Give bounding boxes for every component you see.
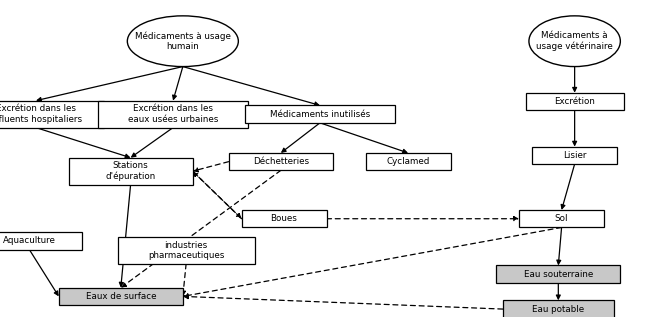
FancyBboxPatch shape <box>366 153 451 171</box>
FancyBboxPatch shape <box>0 101 104 127</box>
FancyBboxPatch shape <box>0 232 82 250</box>
Text: industries
pharmaceutiques: industries pharmaceutiques <box>148 241 224 260</box>
Text: Sol: Sol <box>555 214 568 223</box>
Text: Lisier: Lisier <box>563 151 586 160</box>
Text: Médicaments à usage
humain: Médicaments à usage humain <box>135 31 231 51</box>
Text: Médicaments inutilisés: Médicaments inutilisés <box>270 110 370 119</box>
Text: Boues: Boues <box>270 214 298 223</box>
FancyBboxPatch shape <box>98 101 248 127</box>
FancyBboxPatch shape <box>526 93 624 110</box>
Text: Déchetteries: Déchetteries <box>253 157 309 166</box>
Text: Excrétion dans les
eaux usées urbaines: Excrétion dans les eaux usées urbaines <box>128 104 218 124</box>
Text: Eau souterraine: Eau souterraine <box>524 270 593 279</box>
FancyBboxPatch shape <box>59 288 183 305</box>
FancyBboxPatch shape <box>69 158 193 184</box>
FancyBboxPatch shape <box>519 210 604 228</box>
Text: Cyclamed: Cyclamed <box>387 157 430 166</box>
FancyBboxPatch shape <box>496 266 620 283</box>
FancyBboxPatch shape <box>118 237 255 264</box>
FancyBboxPatch shape <box>245 105 395 123</box>
FancyBboxPatch shape <box>503 301 614 317</box>
FancyBboxPatch shape <box>229 153 333 171</box>
Ellipse shape <box>529 16 620 67</box>
Text: Excrétion: Excrétion <box>554 97 595 106</box>
Text: Stations
d'épuration: Stations d'épuration <box>106 161 155 181</box>
Text: Excrétion dans les
effluents hospitaliers: Excrétion dans les effluents hospitalier… <box>0 104 82 124</box>
FancyBboxPatch shape <box>532 146 617 164</box>
Ellipse shape <box>127 16 238 67</box>
Text: Médicaments à
usage vétérinaire: Médicaments à usage vétérinaire <box>536 31 613 51</box>
Text: Aquaculture: Aquaculture <box>3 236 56 245</box>
Text: Eaux de surface: Eaux de surface <box>86 292 156 301</box>
Text: Eau potable: Eau potable <box>532 305 584 314</box>
FancyBboxPatch shape <box>242 210 326 228</box>
